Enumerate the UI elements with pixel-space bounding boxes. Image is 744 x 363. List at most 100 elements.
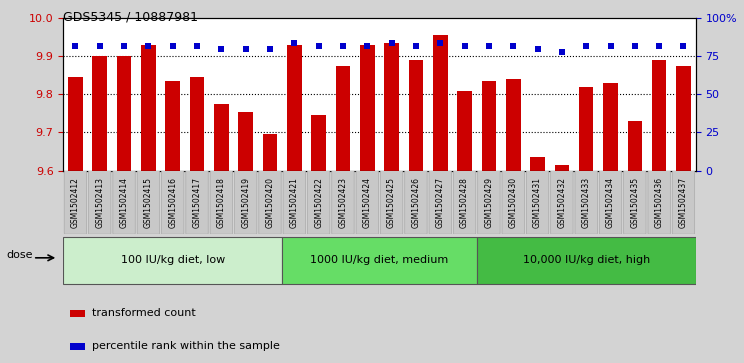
Point	[434, 40, 446, 45]
FancyBboxPatch shape	[307, 171, 330, 234]
Bar	[141, 45, 155, 171]
Point	[69, 43, 81, 49]
Point	[142, 43, 154, 49]
Text: GSM1502422: GSM1502422	[314, 177, 323, 228]
Point	[385, 40, 397, 45]
Bar	[190, 77, 205, 171]
Bar	[676, 66, 690, 171]
Text: GSM1502423: GSM1502423	[339, 177, 347, 228]
Text: GSM1502433: GSM1502433	[582, 177, 591, 228]
Text: 1000 IU/kg diet, medium: 1000 IU/kg diet, medium	[310, 256, 449, 265]
Text: GSM1502420: GSM1502420	[266, 177, 275, 228]
Text: GSM1502427: GSM1502427	[436, 177, 445, 228]
Bar	[579, 87, 594, 171]
FancyBboxPatch shape	[332, 171, 354, 234]
Point	[264, 46, 276, 52]
Point	[337, 43, 349, 49]
FancyBboxPatch shape	[113, 171, 135, 234]
Text: GSM1502419: GSM1502419	[241, 177, 250, 228]
Bar	[70, 343, 86, 350]
Point	[362, 43, 373, 49]
Bar	[554, 165, 569, 171]
Text: GSM1502428: GSM1502428	[460, 177, 469, 228]
Point	[653, 43, 665, 49]
Text: GSM1502424: GSM1502424	[363, 177, 372, 228]
FancyBboxPatch shape	[453, 171, 475, 234]
Bar	[263, 134, 278, 171]
Text: GSM1502417: GSM1502417	[193, 177, 202, 228]
Point	[216, 46, 228, 52]
Point	[410, 43, 422, 49]
Bar	[627, 121, 642, 171]
Text: 100 IU/kg diet, low: 100 IU/kg diet, low	[121, 256, 225, 265]
Bar	[481, 81, 496, 171]
Point	[289, 40, 301, 45]
Bar	[70, 310, 86, 317]
Text: GSM1502425: GSM1502425	[387, 177, 396, 228]
Point	[458, 43, 470, 49]
Bar	[68, 77, 83, 171]
Bar	[458, 90, 472, 171]
FancyBboxPatch shape	[551, 171, 573, 234]
Bar	[214, 104, 228, 171]
FancyBboxPatch shape	[673, 171, 695, 234]
FancyBboxPatch shape	[502, 171, 525, 234]
Text: GSM1502416: GSM1502416	[168, 177, 177, 228]
FancyBboxPatch shape	[575, 171, 597, 234]
Text: GSM1502429: GSM1502429	[484, 177, 493, 228]
Text: GSM1502426: GSM1502426	[411, 177, 420, 228]
Bar	[652, 60, 667, 171]
Text: GSM1502421: GSM1502421	[290, 177, 299, 228]
Bar	[385, 43, 399, 171]
Bar	[603, 83, 618, 171]
FancyBboxPatch shape	[161, 171, 184, 234]
FancyBboxPatch shape	[137, 171, 159, 234]
Text: GSM1502434: GSM1502434	[606, 177, 615, 228]
FancyBboxPatch shape	[429, 171, 452, 234]
Point	[483, 43, 495, 49]
Point	[94, 43, 106, 49]
Point	[531, 46, 543, 52]
Point	[629, 43, 641, 49]
Text: GSM1502412: GSM1502412	[71, 177, 80, 228]
Text: GSM1502431: GSM1502431	[533, 177, 542, 228]
Text: GSM1502413: GSM1502413	[95, 177, 104, 228]
FancyBboxPatch shape	[478, 171, 500, 234]
Bar	[117, 56, 132, 171]
FancyBboxPatch shape	[600, 171, 622, 234]
Point	[312, 43, 324, 49]
Bar	[408, 60, 423, 171]
Bar	[165, 81, 180, 171]
Text: GSM1502432: GSM1502432	[557, 177, 566, 228]
FancyBboxPatch shape	[63, 237, 282, 284]
Point	[678, 43, 690, 49]
Text: percentile rank within the sample: percentile rank within the sample	[92, 341, 280, 351]
Point	[191, 43, 203, 49]
FancyBboxPatch shape	[259, 171, 281, 234]
Point	[240, 46, 251, 52]
Text: transformed count: transformed count	[92, 309, 196, 318]
FancyBboxPatch shape	[89, 171, 111, 234]
FancyBboxPatch shape	[477, 237, 696, 284]
Bar	[92, 56, 107, 171]
FancyBboxPatch shape	[405, 171, 427, 234]
FancyBboxPatch shape	[623, 171, 646, 234]
Text: GSM1502436: GSM1502436	[655, 177, 664, 228]
FancyBboxPatch shape	[356, 171, 379, 234]
Text: GSM1502437: GSM1502437	[679, 177, 688, 228]
Bar	[287, 45, 301, 171]
Text: dose: dose	[7, 250, 33, 260]
FancyBboxPatch shape	[282, 237, 477, 284]
Bar	[238, 111, 253, 171]
FancyBboxPatch shape	[283, 171, 306, 234]
FancyBboxPatch shape	[380, 171, 403, 234]
Text: GSM1502430: GSM1502430	[509, 177, 518, 228]
Text: GSM1502414: GSM1502414	[120, 177, 129, 228]
Text: GDS5345 / 10887981: GDS5345 / 10887981	[63, 11, 198, 24]
Point	[556, 49, 568, 54]
FancyBboxPatch shape	[234, 171, 257, 234]
Bar	[360, 45, 374, 171]
Bar	[530, 157, 545, 171]
Point	[580, 43, 592, 49]
FancyBboxPatch shape	[64, 171, 86, 234]
